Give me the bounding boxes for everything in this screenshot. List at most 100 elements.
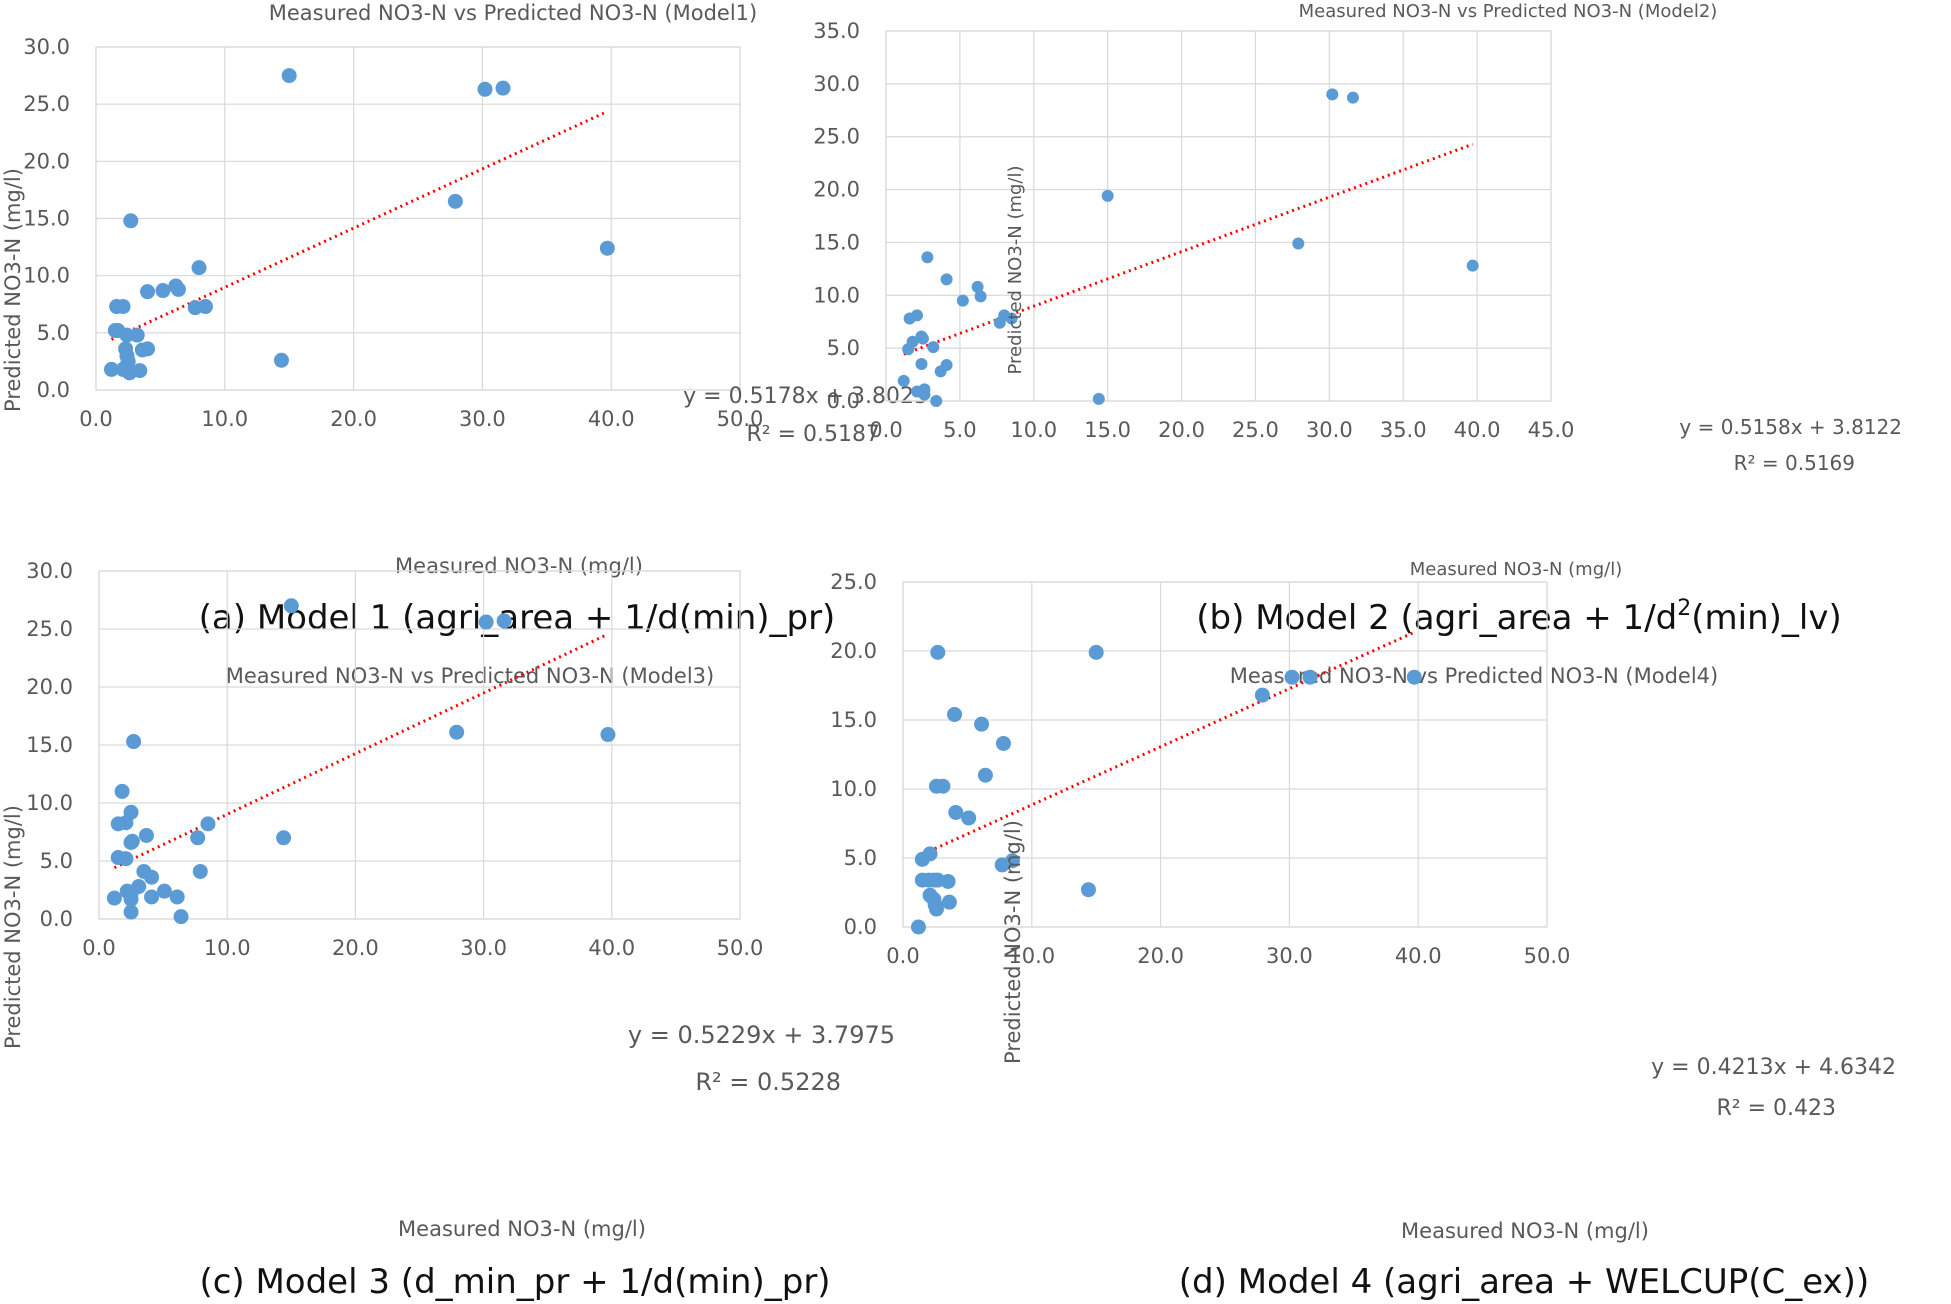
chart-a-y-tick-label: 15.0 [23,207,70,231]
chart-b-data-point [921,251,934,264]
chart-d-data-point [995,735,1011,751]
chart-b-x-tick-label: 0.0 [869,418,902,442]
chart-c-x-tick-label: 30.0 [460,936,507,960]
chart-a-y-tick-label: 30.0 [23,35,70,59]
chart-d-x-tick-label: 30.0 [1266,944,1313,968]
chart-a-y-tick-label: 20.0 [23,149,70,173]
chart-b-x-tick-label: 30.0 [1306,418,1353,442]
chart-c-x-axis-label: Measured NO3-N (mg/l) [398,1217,646,1241]
chart-b-data-point [902,343,915,356]
chart-d-trendline [917,630,1415,858]
chart-d-caption: (d) Model 4 (agri_area + WELCUP(C_ex)) [1179,1262,1869,1302]
chart-d-data-point [1302,669,1318,685]
chart-c-y-tick-label: 5.0 [40,849,73,873]
chart-a-data-point [281,68,297,84]
chart-d-y-tick-label: 5.0 [844,846,877,870]
chart-a-data-point [140,341,156,357]
chart-b-data-point [1101,189,1114,202]
chart-d-data-point [1284,669,1300,685]
chart-d-data-point [974,716,990,732]
chart-b-caption-tail: (min)_lv) [1691,598,1841,638]
chart-c-data-point [200,816,216,832]
chart-b-data-point [993,316,1006,329]
chart-c-x-tick-label: 20.0 [332,936,379,960]
chart-d-data-point [1080,882,1096,898]
chart-b-data-point [930,395,943,407]
chart-c-equation: y = 0.5229x + 3.7975 [628,1021,895,1049]
chart-a-data-point [123,213,139,229]
chart-d-data-point [914,851,930,867]
chart-d-x-tick-label: 0.0 [886,944,919,968]
chart-d-data-point [1406,669,1422,685]
chart-b-caption-main: (b) Model 2 (agri_area + 1/d [1196,598,1677,638]
chart-b-trendline [903,142,1474,356]
chart-a-x-tick-label: 50.0 [717,407,764,431]
chart-b-data-point [974,290,987,303]
chart-b-y-tick-label: 25.0 [813,125,860,149]
chart-a-y-tick-label: 5.0 [37,321,70,345]
chart-a-data-point [132,363,148,379]
chart-d-data-point [1088,644,1104,660]
chart-b-data-point [1092,392,1105,405]
chart-a-x-axis-label: Measured NO3-N (mg/l) [395,554,643,578]
chart-c-data-point [114,783,130,799]
chart-a-caption: (a) Model 1 (agri_area + 1/d(min)_pr) [199,598,836,638]
chart-c-y-tick-label: 10.0 [26,791,73,815]
chart-d-equation: y = 0.4213x + 4.6342 [1651,1055,1896,1080]
chart-c-data-point [478,614,494,630]
chart-a-data-point [140,284,156,300]
chart-b-data-point [956,294,969,307]
chart-c-y-tick-label: 30.0 [26,559,73,583]
chart-b-title: Measured NO3-N vs Predicted NO3-N (Model… [1299,1,1718,22]
chart-a-data-point [155,283,171,299]
chart-c-data-point [169,889,185,905]
chart-a-title: Measured NO3-N vs Predicted NO3-N (Model… [269,1,757,25]
chart-b-data-point [918,388,931,401]
chart-d-y-tick-label: 20.0 [830,639,877,663]
chart-d-x-tick-label: 40.0 [1395,944,1442,968]
chart-c-data-point [192,863,208,879]
chart-b-x-tick-label: 10.0 [1010,418,1057,442]
chart-c-data-point [283,598,299,614]
chart-c-data-point [118,851,134,867]
chart-c-data-point [118,815,134,831]
chart-a-data-point [191,260,207,276]
chart-a-trendline [110,110,608,341]
chart-a-x-tick-label: 30.0 [459,407,506,431]
chart-c-r-squared: R² = 0.5228 [695,1068,841,1096]
chart-b-x-tick-label: 15.0 [1084,418,1131,442]
chart-d-data-point [928,901,944,917]
chart-d-data-point [961,810,977,826]
chart-a-data-point [170,281,186,297]
chart-b-data-point [971,280,984,293]
chart-c-y-tick-label: 0.0 [40,907,73,931]
chart-c-title: Measured NO3-N vs Predicted NO3-N (Model… [226,664,714,688]
chart-d-plot-frame [902,581,1548,928]
chart-a-x-tick-label: 20.0 [330,407,377,431]
chart-b-x-tick-label: 35.0 [1380,418,1427,442]
chart-b-data-point [934,365,947,378]
chart-d-y-tick-label: 25.0 [830,570,877,594]
chart-c-data-point [173,909,189,925]
chart-b-data-point [1326,88,1339,101]
chart-b-caption: (b) Model 2 (agri_area + 1/d2(min)_lv) [1196,596,1841,638]
chart-c-data-point [144,889,160,905]
panel-c: Measured NO3-N vs Predicted NO3-N (Model… [1,559,895,1302]
chart-b-y-tick-label: 35.0 [813,19,860,43]
chart-a-x-tick-label: 0.0 [79,407,112,431]
chart-c-x-tick-label: 50.0 [717,936,764,960]
chart-d-data-point [1004,853,1020,869]
chart-a-data-point [495,80,511,96]
chart-d-data-point [930,644,946,660]
chart-b-r-squared: R² = 0.5169 [1734,451,1855,475]
chart-b-data-point [897,374,910,387]
chart-c-trendline [113,632,609,870]
chart-d-y-tick-label: 10.0 [830,777,877,801]
chart-a-data-point [273,352,289,368]
chart-a-data-point [447,193,463,209]
chart-c-data-point [496,613,512,629]
chart-c-x-tick-label: 40.0 [588,936,635,960]
chart-d-data-point [977,767,993,783]
chart-c-data-point [124,833,140,849]
